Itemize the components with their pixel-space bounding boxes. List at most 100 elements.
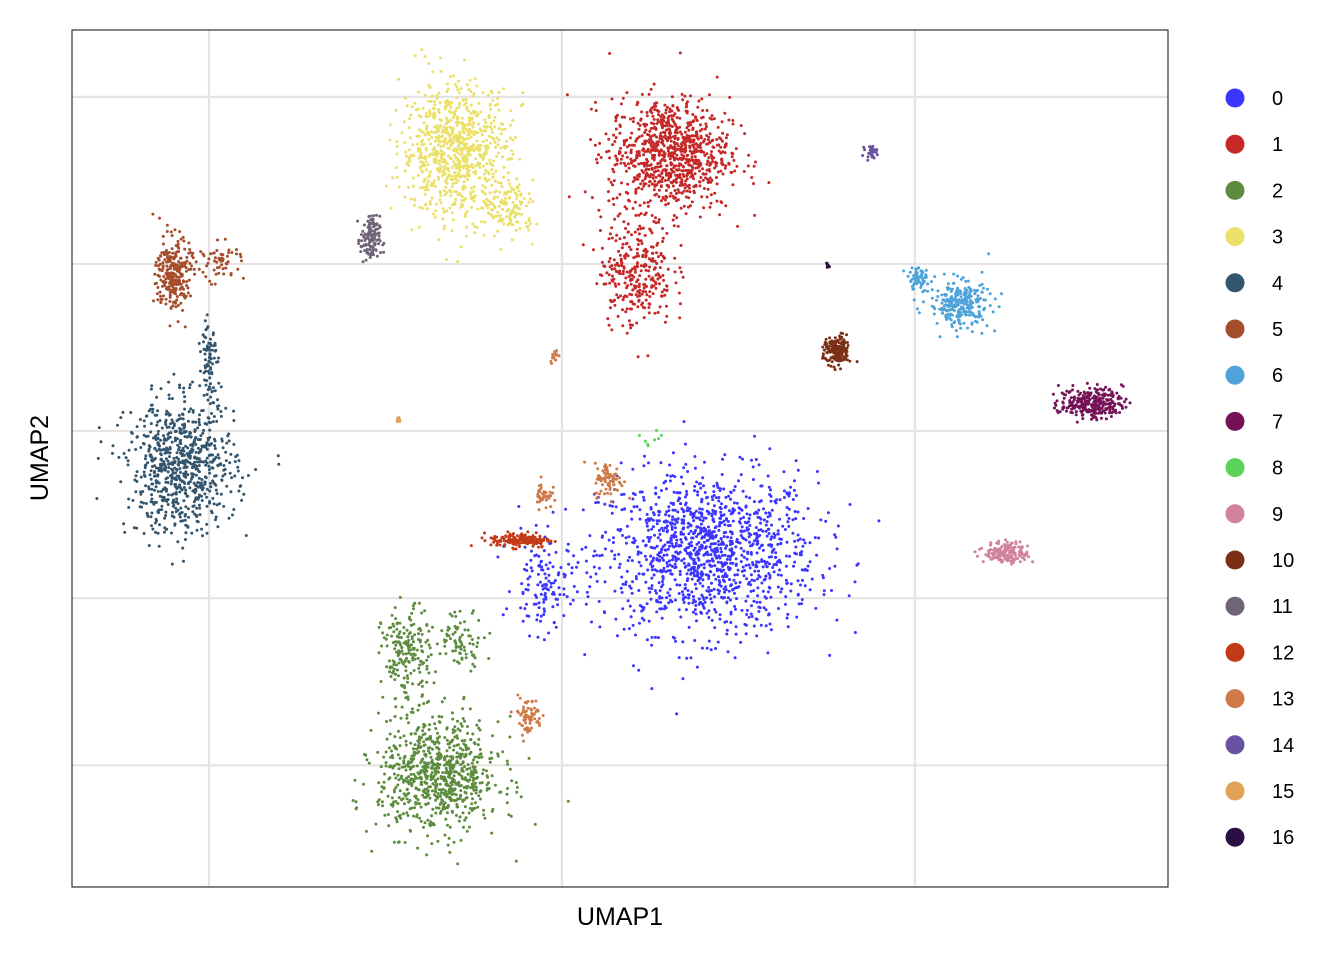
point-cluster-2 xyxy=(459,722,463,726)
point-cluster-2 xyxy=(403,754,407,758)
point-cluster-0 xyxy=(695,480,699,484)
point-cluster-2 xyxy=(443,833,447,837)
point-cluster-2 xyxy=(424,768,428,772)
point-cluster-3 xyxy=(485,138,489,142)
point-cluster-4 xyxy=(208,489,212,493)
point-cluster-1 xyxy=(624,164,628,168)
point-cluster-0 xyxy=(496,555,500,559)
point-cluster-4 xyxy=(227,439,231,443)
point-cluster-1 xyxy=(699,146,702,150)
point-cluster-4 xyxy=(201,534,204,538)
point-cluster-2 xyxy=(515,790,519,794)
point-cluster-1 xyxy=(660,171,664,174)
point-cluster-0 xyxy=(523,545,527,549)
point-cluster-1 xyxy=(700,97,704,101)
point-cluster-1 xyxy=(620,246,624,250)
point-cluster-1 xyxy=(646,201,650,204)
point-cluster-0 xyxy=(651,518,655,522)
point-cluster-4 xyxy=(111,451,114,455)
point-cluster-1 xyxy=(656,255,660,259)
point-cluster-3 xyxy=(535,222,539,226)
point-cluster-4 xyxy=(153,446,157,450)
point-cluster-2 xyxy=(426,746,430,750)
point-cluster-0 xyxy=(705,509,709,513)
point-cluster-0 xyxy=(548,542,552,545)
point-cluster-0 xyxy=(722,487,726,491)
point-cluster-0 xyxy=(717,583,721,587)
point-cluster-1 xyxy=(616,214,620,218)
point-cluster-0 xyxy=(787,517,791,520)
point-cluster-2 xyxy=(425,853,429,857)
point-cluster-2 xyxy=(422,661,426,665)
point-cluster-1 xyxy=(610,236,614,240)
point-cluster-0 xyxy=(756,577,759,581)
point-cluster-3 xyxy=(500,218,504,222)
point-cluster-2 xyxy=(453,639,457,643)
point-cluster-1 xyxy=(691,159,695,162)
point-cluster-0 xyxy=(737,585,741,589)
point-cluster-1 xyxy=(616,113,619,117)
point-cluster-0 xyxy=(742,574,746,578)
point-cluster-3 xyxy=(441,160,444,164)
point-cluster-3 xyxy=(463,197,467,200)
point-cluster-2 xyxy=(436,764,440,768)
point-cluster-3 xyxy=(420,48,424,52)
point-cluster-0 xyxy=(616,634,619,638)
point-cluster-2 xyxy=(398,756,402,760)
point-cluster-3 xyxy=(493,125,496,129)
point-cluster-0 xyxy=(794,459,798,463)
point-cluster-0 xyxy=(702,598,706,601)
point-cluster-3 xyxy=(462,131,466,135)
point-cluster-2 xyxy=(441,799,445,803)
point-cluster-2 xyxy=(401,812,405,816)
point-cluster-2 xyxy=(388,666,392,670)
point-cluster-0 xyxy=(824,519,828,523)
point-cluster-2 xyxy=(383,772,386,776)
point-cluster-1 xyxy=(608,52,612,55)
point-cluster-0 xyxy=(662,520,666,524)
point-cluster-3 xyxy=(428,109,432,113)
point-cluster-2 xyxy=(428,751,432,755)
point-cluster-3 xyxy=(402,120,406,124)
point-cluster-1 xyxy=(636,265,640,269)
point-cluster-3 xyxy=(515,177,519,181)
point-cluster-2 xyxy=(437,747,441,751)
point-cluster-3 xyxy=(482,233,486,237)
point-cluster-0 xyxy=(720,473,724,476)
point-cluster-0 xyxy=(719,537,723,541)
point-cluster-3 xyxy=(410,105,414,109)
point-cluster-1 xyxy=(732,158,736,162)
point-cluster-1 xyxy=(618,123,622,127)
point-cluster-1 xyxy=(696,143,700,147)
point-cluster-3 xyxy=(445,141,449,145)
point-cluster-4 xyxy=(203,492,207,496)
point-cluster-2 xyxy=(442,807,446,811)
point-cluster-2 xyxy=(402,759,406,763)
point-cluster-2 xyxy=(414,776,418,780)
point-cluster-2 xyxy=(450,711,454,715)
point-cluster-1 xyxy=(619,146,622,150)
point-cluster-0 xyxy=(755,542,759,546)
point-cluster-1 xyxy=(665,231,669,235)
point-cluster-2 xyxy=(436,740,440,743)
point-cluster-0 xyxy=(694,587,698,591)
point-cluster-0 xyxy=(710,557,714,561)
point-cluster-2 xyxy=(400,705,404,709)
point-cluster-4 xyxy=(182,466,186,470)
point-cluster-3 xyxy=(394,166,398,170)
point-cluster-3 xyxy=(417,114,421,117)
point-cluster-1 xyxy=(666,118,670,122)
point-cluster-1 xyxy=(665,164,669,168)
point-cluster-0 xyxy=(705,495,709,499)
point-cluster-2 xyxy=(426,818,430,822)
point-cluster-2 xyxy=(354,807,358,811)
point-cluster-2 xyxy=(399,636,403,639)
point-cluster-2 xyxy=(397,763,401,767)
point-cluster-2 xyxy=(417,683,421,686)
point-cluster-3 xyxy=(433,216,437,219)
point-cluster-3 xyxy=(445,118,449,122)
point-cluster-3 xyxy=(431,113,435,117)
point-cluster-3 xyxy=(431,148,435,152)
point-cluster-3 xyxy=(424,148,428,152)
point-cluster-0 xyxy=(768,576,772,580)
